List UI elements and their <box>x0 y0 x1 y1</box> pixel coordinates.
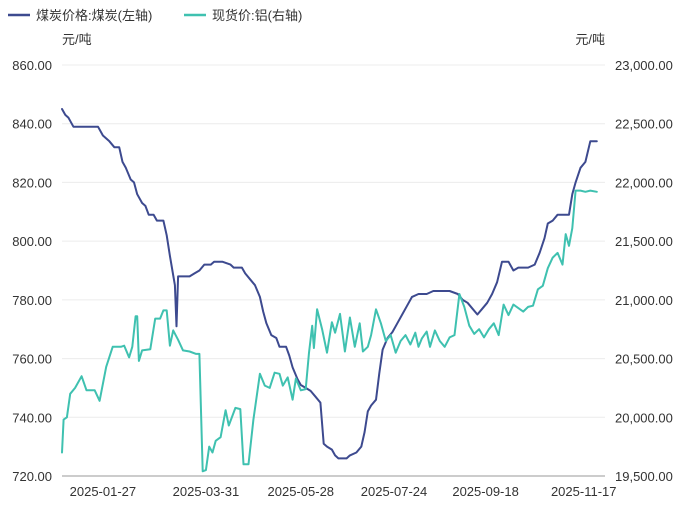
x-tick-label: 2025-11-17 <box>551 484 617 499</box>
right-tick-label: 20,500.00 <box>615 352 673 367</box>
right-axis-unit: 元/吨 <box>575 32 605 47</box>
right-tick-label: 20,000.00 <box>615 410 673 425</box>
left-axis: 720.00 740.00 760.00 780.00 800.00 820.00 840.… <box>12 58 52 484</box>
left-tick-label: 820.00 <box>12 175 52 190</box>
right-axis: 19,500.00 20,000.00 20,500.00 21,000.00 21,5… <box>615 58 673 484</box>
legend: 煤炭价格:煤炭(左轴) 现货价:铝(右轴) <box>8 8 302 23</box>
right-tick-label: 21,500.00 <box>615 234 673 249</box>
right-tick-label: 22,500.00 <box>615 117 673 132</box>
series-group <box>61 108 598 473</box>
left-tick-label: 860.00 <box>12 58 52 73</box>
series-line-aluminum[interactable] <box>61 189 598 473</box>
left-tick-label: 740.00 <box>12 410 52 425</box>
left-tick-label: 780.00 <box>12 293 52 308</box>
x-tick-label: 2025-05-28 <box>268 484 335 499</box>
left-tick-label: 800.00 <box>12 234 52 249</box>
legend-label-coal: 煤炭价格:煤炭(左轴) <box>36 8 152 23</box>
series-line-coal[interactable] <box>61 108 598 460</box>
grid <box>62 64 605 477</box>
legend-item-aluminum[interactable]: 现货价:铝(右轴) <box>184 8 302 23</box>
left-tick-label: 840.00 <box>12 117 52 132</box>
x-tick-label: 2025-01-27 <box>70 484 137 499</box>
right-tick-label: 21,000.00 <box>615 293 673 308</box>
left-axis-unit: 元/吨 <box>62 32 92 47</box>
x-tick-label: 2025-03-31 <box>173 484 240 499</box>
x-tick-label: 2025-09-18 <box>452 484 519 499</box>
x-tick-label: 2025-07-24 <box>361 484 428 499</box>
left-tick-label: 760.00 <box>12 352 52 367</box>
x-axis: 2025-01-27 2025-03-31 2025-05-28 2025-07-24… <box>62 475 617 499</box>
right-tick-label: 19,500.00 <box>615 469 673 484</box>
left-tick-label: 720.00 <box>12 469 52 484</box>
legend-item-coal[interactable]: 煤炭价格:煤炭(左轴) <box>8 8 152 23</box>
right-tick-label: 23,000.00 <box>615 58 673 73</box>
legend-label-aluminum: 现货价:铝(右轴) <box>212 8 302 23</box>
right-tick-label: 22,000.00 <box>615 175 673 190</box>
